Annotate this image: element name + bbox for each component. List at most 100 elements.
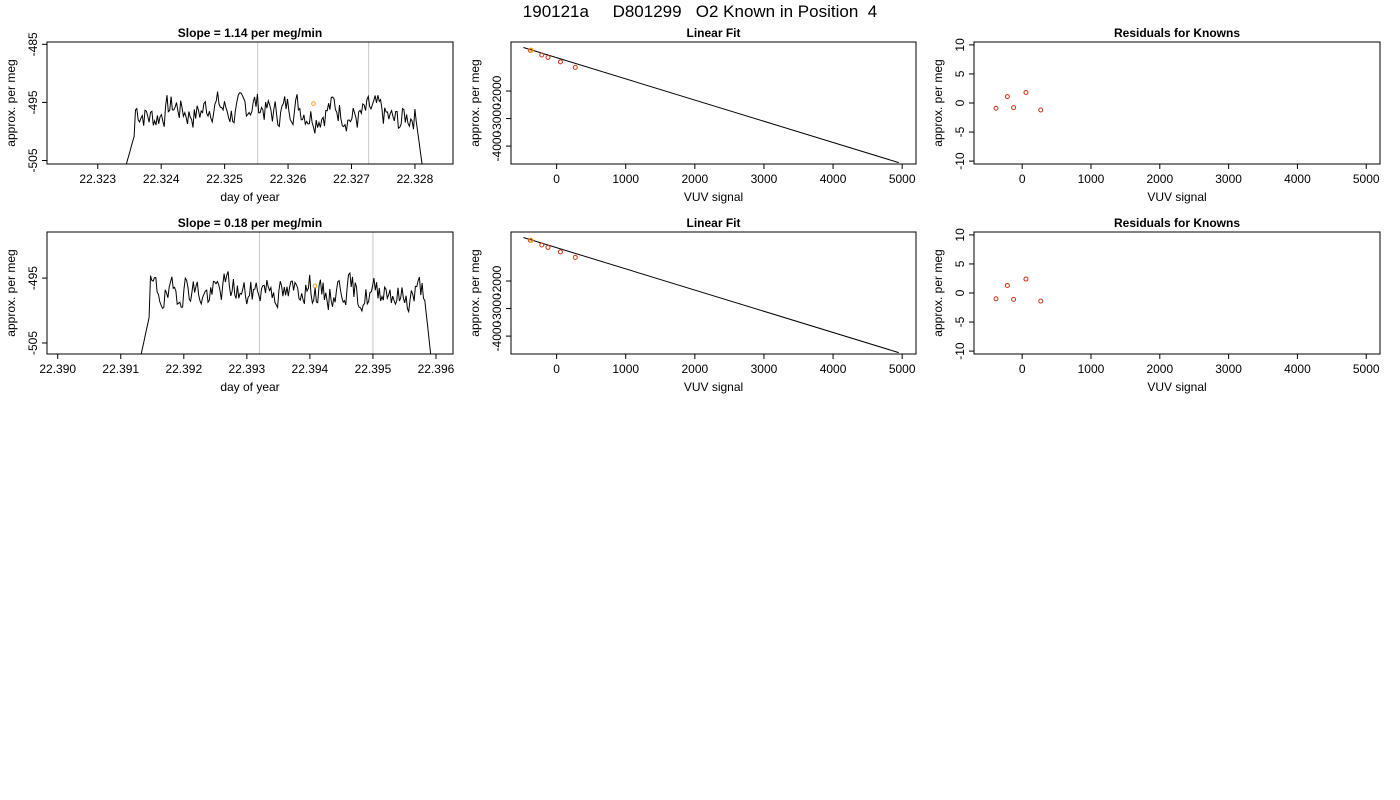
plot-frame (510, 41, 917, 165)
y-tick-label: -3000 (490, 103, 504, 134)
y-tick-label: 0 (953, 289, 967, 296)
data-point (1038, 107, 1044, 113)
data-point (1004, 282, 1010, 288)
y-tick-label: -10 (953, 152, 967, 170)
highlight-point (528, 237, 534, 243)
x-tick-label: 22.327 (333, 172, 370, 186)
x-axis-label: VUV signal (684, 190, 743, 204)
y-tick-label: -2000 (490, 75, 504, 106)
x-tick-label: 22.390 (39, 362, 76, 376)
panel-title: Slope = 0.18 per meg/min (178, 216, 322, 230)
y-axis-label: approx. per meg (468, 59, 482, 146)
fit-line (523, 47, 899, 164)
x-axis-label: day of year (220, 380, 279, 394)
data-point (1038, 298, 1044, 304)
x-tick-label: 22.391 (102, 362, 139, 376)
y-axis-label: approx. per meg (468, 249, 482, 336)
x-tick-label: 3000 (1215, 362, 1242, 376)
data-point (545, 244, 551, 250)
data-point (1011, 105, 1017, 111)
highlight-point (528, 47, 534, 53)
plot-frame (510, 231, 917, 355)
panel-1: Slope = 1.14 per meg/min 22.323 22.324 22.3… (4, 26, 454, 204)
x-tick-label: 0 (1019, 172, 1026, 186)
plot-area (140, 232, 432, 354)
plot-area (125, 42, 423, 164)
x-tick-label: 4000 (820, 172, 847, 186)
y-tick-label: -495 (26, 90, 40, 114)
x-axis-label: VUV signal (684, 380, 743, 394)
panel-title: Residuals for Knowns (1114, 26, 1240, 40)
panel-title: Linear Fit (686, 216, 740, 230)
x-tick-label: 5000 (1353, 362, 1380, 376)
data-point (539, 52, 545, 58)
x-tick-label: 22.323 (79, 172, 116, 186)
x-tick-label: 3000 (1215, 172, 1242, 186)
y-tick-label: -4000 (490, 130, 504, 161)
y-tick-label: -505 (26, 331, 40, 355)
data-point (572, 254, 578, 260)
y-axis-label: approx. per meg (4, 59, 18, 146)
x-tick-label: 22.326 (270, 172, 307, 186)
x-tick-label: 2000 (681, 172, 708, 186)
data-point (539, 242, 545, 248)
x-tick-label: 0 (553, 362, 560, 376)
plot-area (993, 276, 1044, 304)
panel-title: Residuals for Knowns (1114, 216, 1240, 230)
y-tick-label: 5 (953, 70, 967, 77)
highlight-point (312, 283, 318, 289)
x-tick-label: 1000 (612, 172, 639, 186)
x-axis-label: day of year (220, 190, 279, 204)
data-point (1011, 296, 1017, 302)
data-point (572, 64, 578, 70)
plot-frame (973, 231, 1381, 355)
plot-area (523, 237, 899, 354)
x-tick-label: 0 (553, 172, 560, 186)
data-point (1023, 90, 1029, 96)
y-tick-label: -3000 (490, 293, 504, 324)
y-tick-label: -495 (26, 266, 40, 290)
y-axis-label: approx. per meg (931, 249, 945, 336)
x-tick-label: 1000 (612, 362, 639, 376)
panel-title: Linear Fit (686, 26, 740, 40)
data-point (993, 296, 999, 302)
fit-line (523, 237, 899, 354)
x-tick-label: 22.325 (206, 172, 243, 186)
x-tick-label: 22.396 (418, 362, 455, 376)
page-title: 190121a D801299 O2 Known in Position 4 (522, 2, 878, 21)
y-tick-label: 10 (953, 38, 967, 52)
panel-title: Slope = 1.14 per meg/min (178, 26, 322, 40)
x-tick-label: 1000 (1078, 172, 1105, 186)
x-tick-label: 1000 (1078, 362, 1105, 376)
x-tick-label: 22.324 (143, 172, 180, 186)
plot-area (523, 47, 899, 164)
x-tick-label: 3000 (751, 362, 778, 376)
x-tick-label: 3000 (751, 172, 778, 186)
y-tick-label: 0 (953, 99, 967, 106)
series-line (140, 271, 432, 354)
x-tick-label: 2000 (1146, 172, 1173, 186)
y-tick-label: 10 (953, 228, 967, 242)
x-tick-label: 5000 (889, 172, 916, 186)
panel-2: Slope = 0.18 per meg/min 22.390 22.391 22.3… (4, 216, 455, 394)
y-tick-label: 5 (953, 260, 967, 267)
data-point (1004, 94, 1010, 100)
x-tick-label: 22.328 (397, 172, 434, 186)
y-tick-label: -4000 (490, 320, 504, 351)
x-tick-label: 0 (1019, 362, 1026, 376)
plot-frame (973, 41, 1381, 165)
data-point (557, 59, 563, 65)
x-tick-label: 4000 (1284, 362, 1311, 376)
panel-4: Linear Fit 0 1000 2000 3000 4000 5000 -2000-300… (468, 216, 917, 394)
panel-5: Residuals for Knowns 0 1000 2000 3000 4000 500… (931, 26, 1381, 204)
x-tick-label: 2000 (1146, 362, 1173, 376)
x-tick-label: 2000 (681, 362, 708, 376)
y-tick-label: -5 (953, 126, 967, 137)
y-tick-label: -485 (26, 32, 40, 56)
plot-area (993, 90, 1044, 113)
x-tick-label: 22.393 (228, 362, 265, 376)
data-point (993, 105, 999, 111)
x-axis-label: VUV signal (1147, 380, 1206, 394)
plot-frame (46, 41, 454, 165)
